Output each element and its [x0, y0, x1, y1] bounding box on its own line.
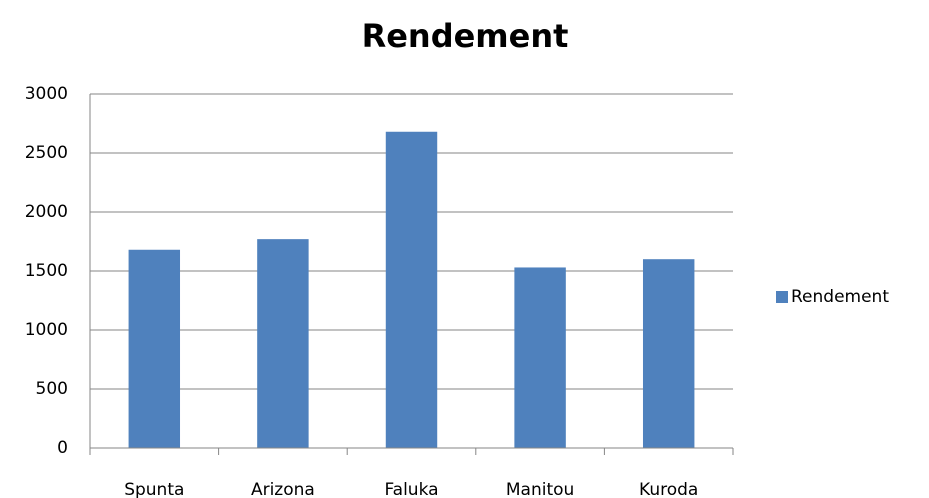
legend-label: Rendement	[791, 287, 889, 307]
bar	[385, 131, 438, 448]
y-tick-label: 1000	[25, 320, 68, 340]
y-tick-label: 1500	[25, 261, 68, 281]
bar	[128, 249, 181, 448]
x-tick-label: Manitou	[506, 480, 574, 498]
y-tick-label: 2000	[25, 202, 68, 222]
y-tick-label: 3000	[25, 84, 68, 104]
y-tick-label: 0	[57, 438, 68, 458]
x-tick-label: Kuroda	[639, 480, 698, 498]
y-tick-label: 500	[36, 379, 68, 399]
x-tick-label: Faluka	[384, 480, 438, 498]
bar	[257, 239, 309, 448]
x-tick-label: Spunta	[124, 480, 184, 498]
y-tick-label: 2500	[25, 143, 68, 163]
bar	[514, 267, 566, 448]
chart-title: Rendement	[362, 17, 569, 55]
legend-swatch	[776, 291, 788, 303]
bar	[642, 259, 695, 448]
x-tick-label: Arizona	[251, 480, 315, 498]
